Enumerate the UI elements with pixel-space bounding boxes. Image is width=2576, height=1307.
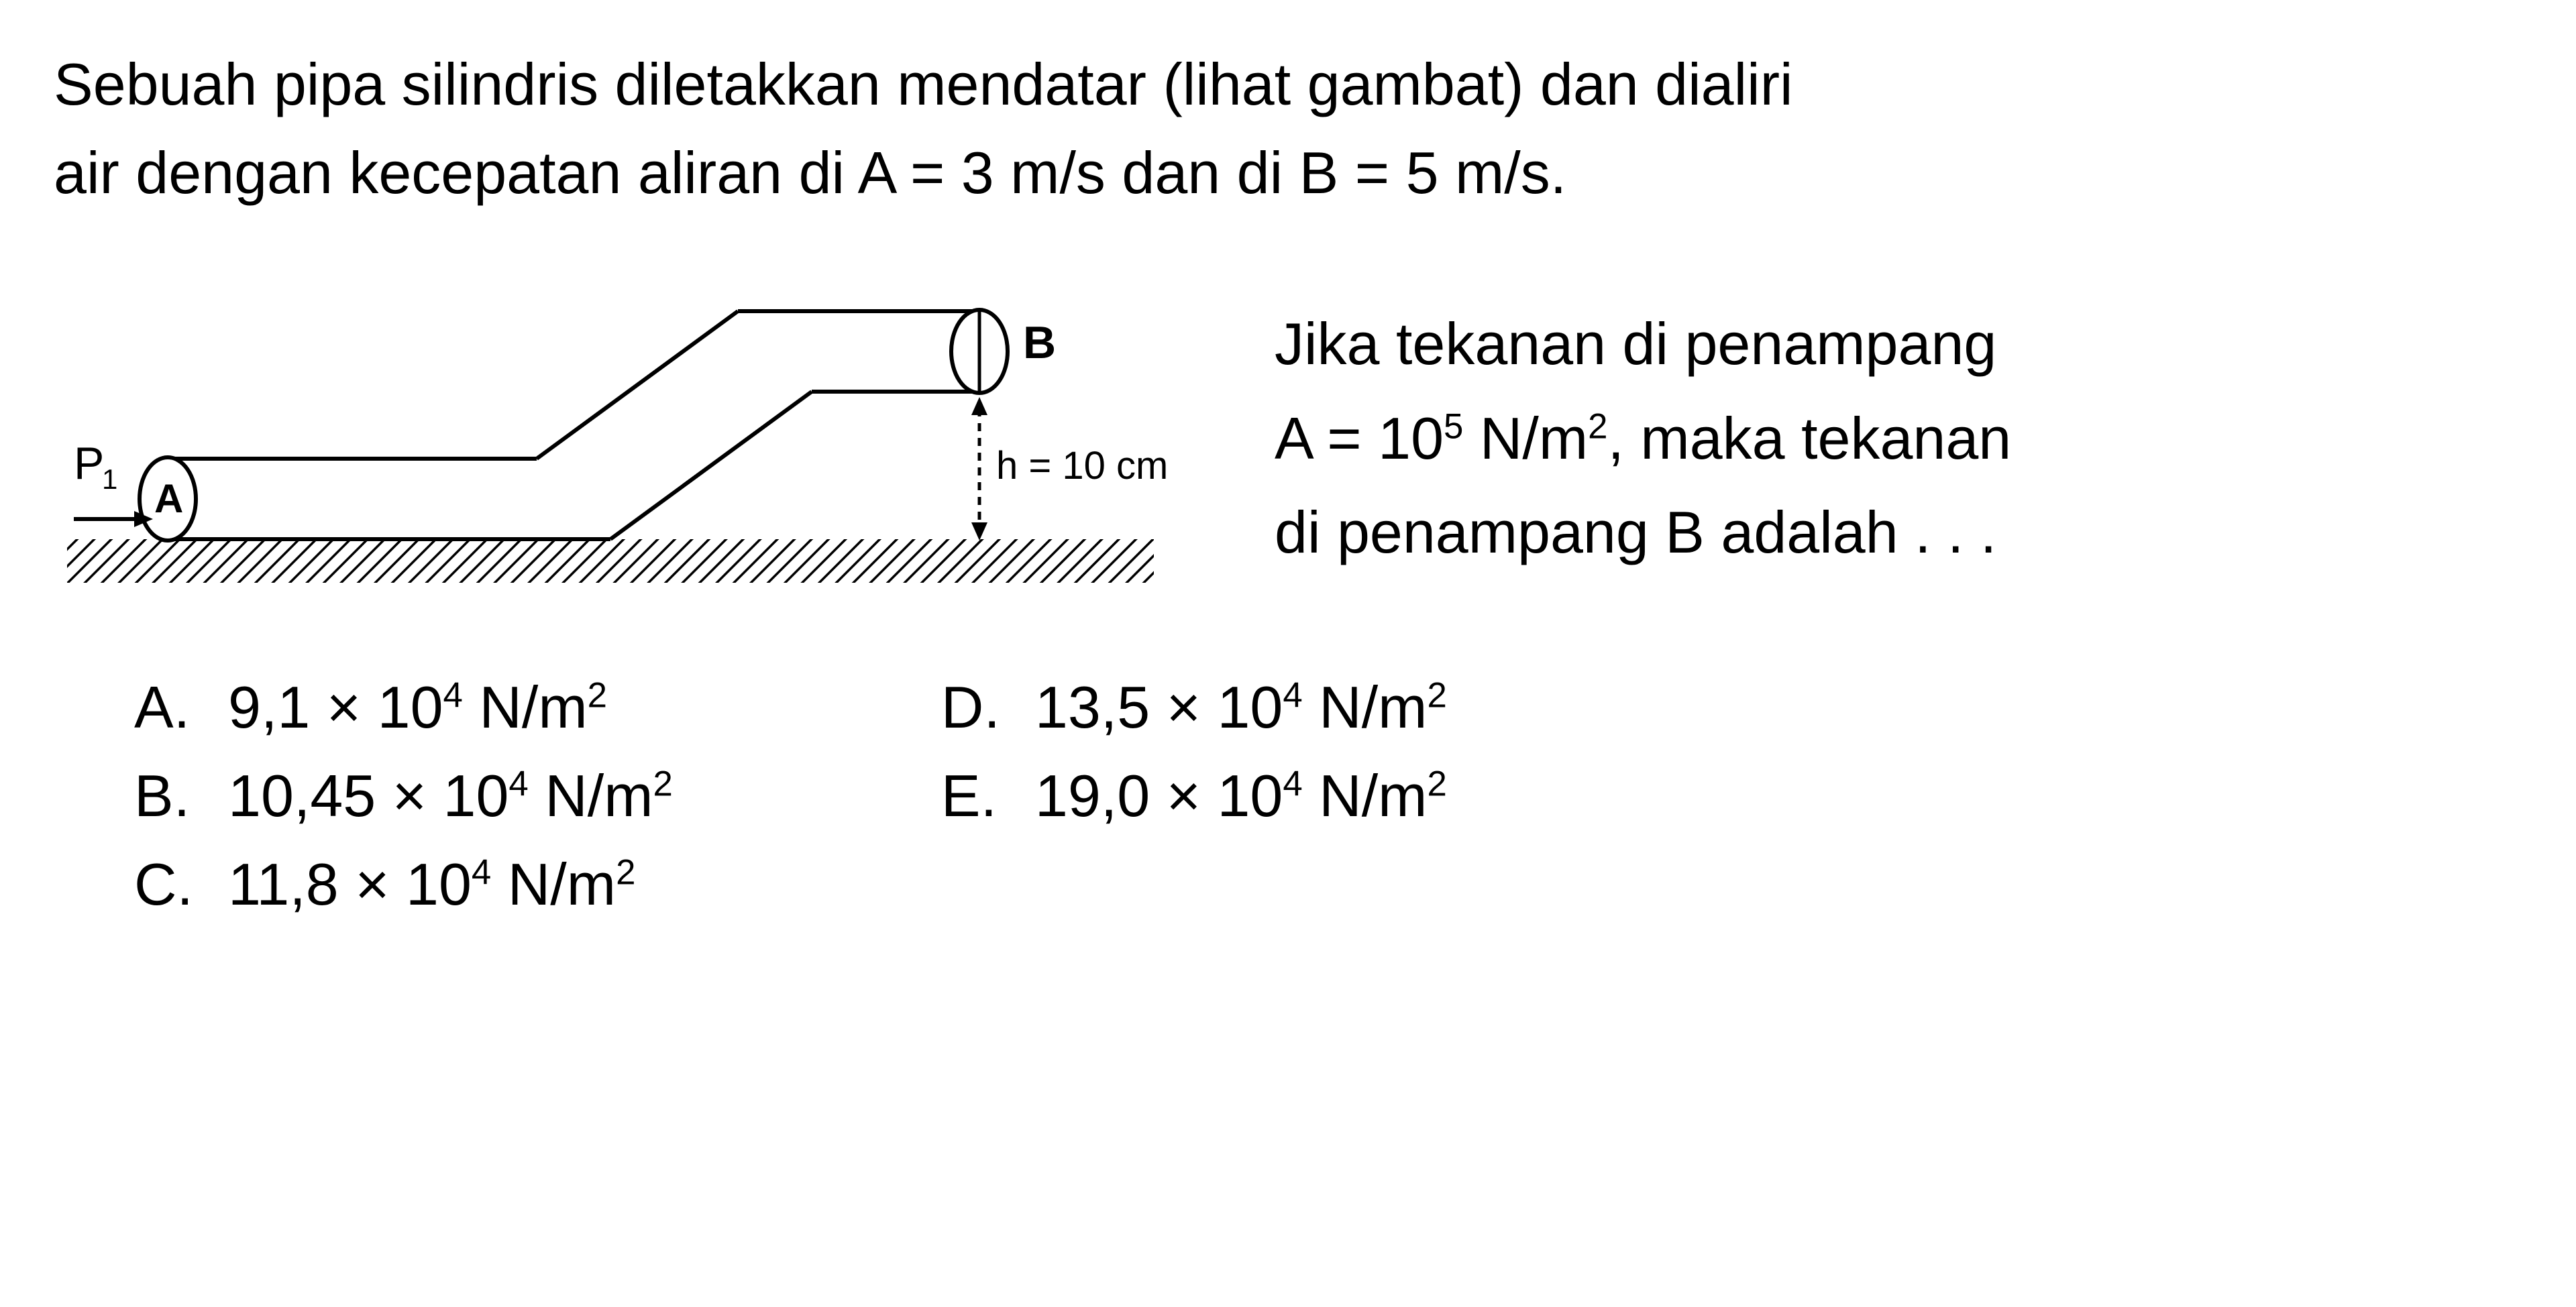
option-b: B. 10,45 × 104 N/m2: [134, 762, 673, 830]
option-e-letter: E.: [941, 762, 1035, 830]
option-b-letter: B.: [134, 762, 228, 830]
label-a: A: [154, 476, 183, 521]
option-c-value: 11,8 × 104 N/m2: [228, 850, 635, 919]
label-p-sub: 1: [102, 463, 117, 495]
label-p: P: [74, 438, 104, 489]
option-d-letter: D.: [941, 673, 1035, 742]
option-a-value: 9,1 × 104 N/m2: [228, 673, 607, 742]
option-e: E. 19,0 × 104 N/m2: [941, 762, 1447, 830]
followup-line1: Jika tekanan di penampang: [1275, 310, 1996, 377]
option-a-letter: A.: [134, 673, 228, 742]
option-d: D. 13,5 × 104 N/m2: [941, 673, 1447, 742]
option-d-value: 13,5 × 104 N/m2: [1035, 673, 1447, 742]
option-c-letter: C.: [134, 850, 228, 919]
option-e-value: 19,0 × 104 N/m2: [1035, 762, 1447, 830]
option-c: C. 11,8 × 104 N/m2: [134, 850, 673, 919]
options-container: A. 9,1 × 104 N/m2 B. 10,45 × 104 N/m2 C.…: [54, 673, 2522, 919]
followup-line3: di penampang B adalah . . .: [1275, 499, 1996, 565]
followup-text: Jika tekanan di penampang A = 105 N/m2, …: [1275, 297, 2522, 580]
question-line1: Sebuah pipa silindris diletakkan mendata…: [54, 51, 1793, 117]
options-right-col: D. 13,5 × 104 N/m2 E. 19,0 × 104 N/m2: [941, 673, 1447, 919]
followup-exp2: 2: [1588, 406, 1607, 446]
question-text: Sebuah pipa silindris diletakkan mendata…: [54, 40, 2522, 217]
label-b: B: [1023, 317, 1056, 368]
followup-line2-prefix: A = 10: [1275, 405, 1444, 471]
question-line2: air dengan kecepatan aliran di A = 3 m/s…: [54, 139, 1566, 206]
pipe-diagram: P 1 A B h = 10 cm: [54, 271, 1194, 606]
label-h: h = 10 cm: [996, 444, 1168, 488]
option-b-value: 10,45 × 104 N/m2: [228, 762, 673, 830]
option-a: A. 9,1 × 104 N/m2: [134, 673, 673, 742]
followup-line2-suffix: N/m: [1463, 405, 1588, 471]
followup-line2-end: , maka tekanan: [1608, 405, 2012, 471]
ground-hatch: [67, 539, 1154, 583]
options-left-col: A. 9,1 × 104 N/m2 B. 10,45 × 104 N/m2 C.…: [134, 673, 673, 919]
followup-exp1: 5: [1444, 406, 1463, 446]
middle-row: P 1 A B h = 10 cm Jika tekanan di penamp…: [54, 271, 2522, 606]
